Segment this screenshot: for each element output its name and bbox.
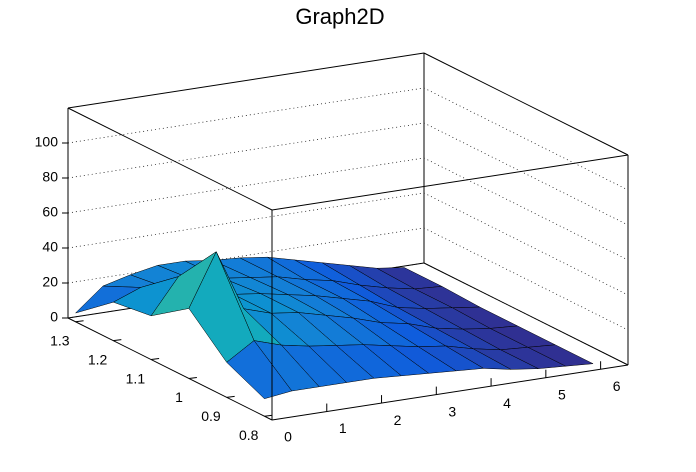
y-tick-label: 1.1 <box>126 370 146 386</box>
box-edge <box>271 364 629 421</box>
y-tick <box>113 339 122 342</box>
z-tick-label: 100 <box>35 134 59 150</box>
y-tick <box>226 395 235 398</box>
y-tick <box>151 358 160 361</box>
z-tick-label: 20 <box>42 274 58 290</box>
y-tick-label: 0.8 <box>239 427 259 443</box>
z-tick-label: 0 <box>50 309 58 325</box>
grid-line <box>67 192 629 296</box>
y-tick <box>75 320 84 323</box>
box-edge <box>423 262 629 366</box>
grid-line <box>67 87 629 191</box>
y-tick <box>264 414 273 417</box>
x-tick-label: 0 <box>284 429 292 445</box>
box-edge <box>67 317 273 421</box>
z-tick-label: 60 <box>42 204 58 220</box>
box-edge <box>67 107 273 211</box>
x-tick-label: 4 <box>503 395 511 411</box>
x-tick-label: 1 <box>339 420 347 436</box>
grid-line <box>67 122 629 226</box>
x-tick-label: 3 <box>448 403 456 419</box>
chart-title: Graph2D <box>295 4 384 29</box>
box-edge <box>271 154 629 211</box>
x-tick-label: 5 <box>558 386 566 402</box>
z-tick-label: 80 <box>42 169 58 185</box>
box-edge <box>67 52 425 109</box>
surface-cell <box>226 340 293 400</box>
z-tick-label: 40 <box>42 239 58 255</box>
y-tick <box>188 376 197 379</box>
y-tick-label: 1 <box>175 389 183 405</box>
grid-line <box>67 157 629 261</box>
x-tick-label: 6 <box>613 378 621 394</box>
box-edge <box>423 52 629 156</box>
y-tick-label: 1.2 <box>88 351 108 367</box>
y-tick-label: 1.3 <box>50 332 70 348</box>
y-tick-label: 0.9 <box>201 408 221 424</box>
x-tick-label: 2 <box>394 412 402 428</box>
